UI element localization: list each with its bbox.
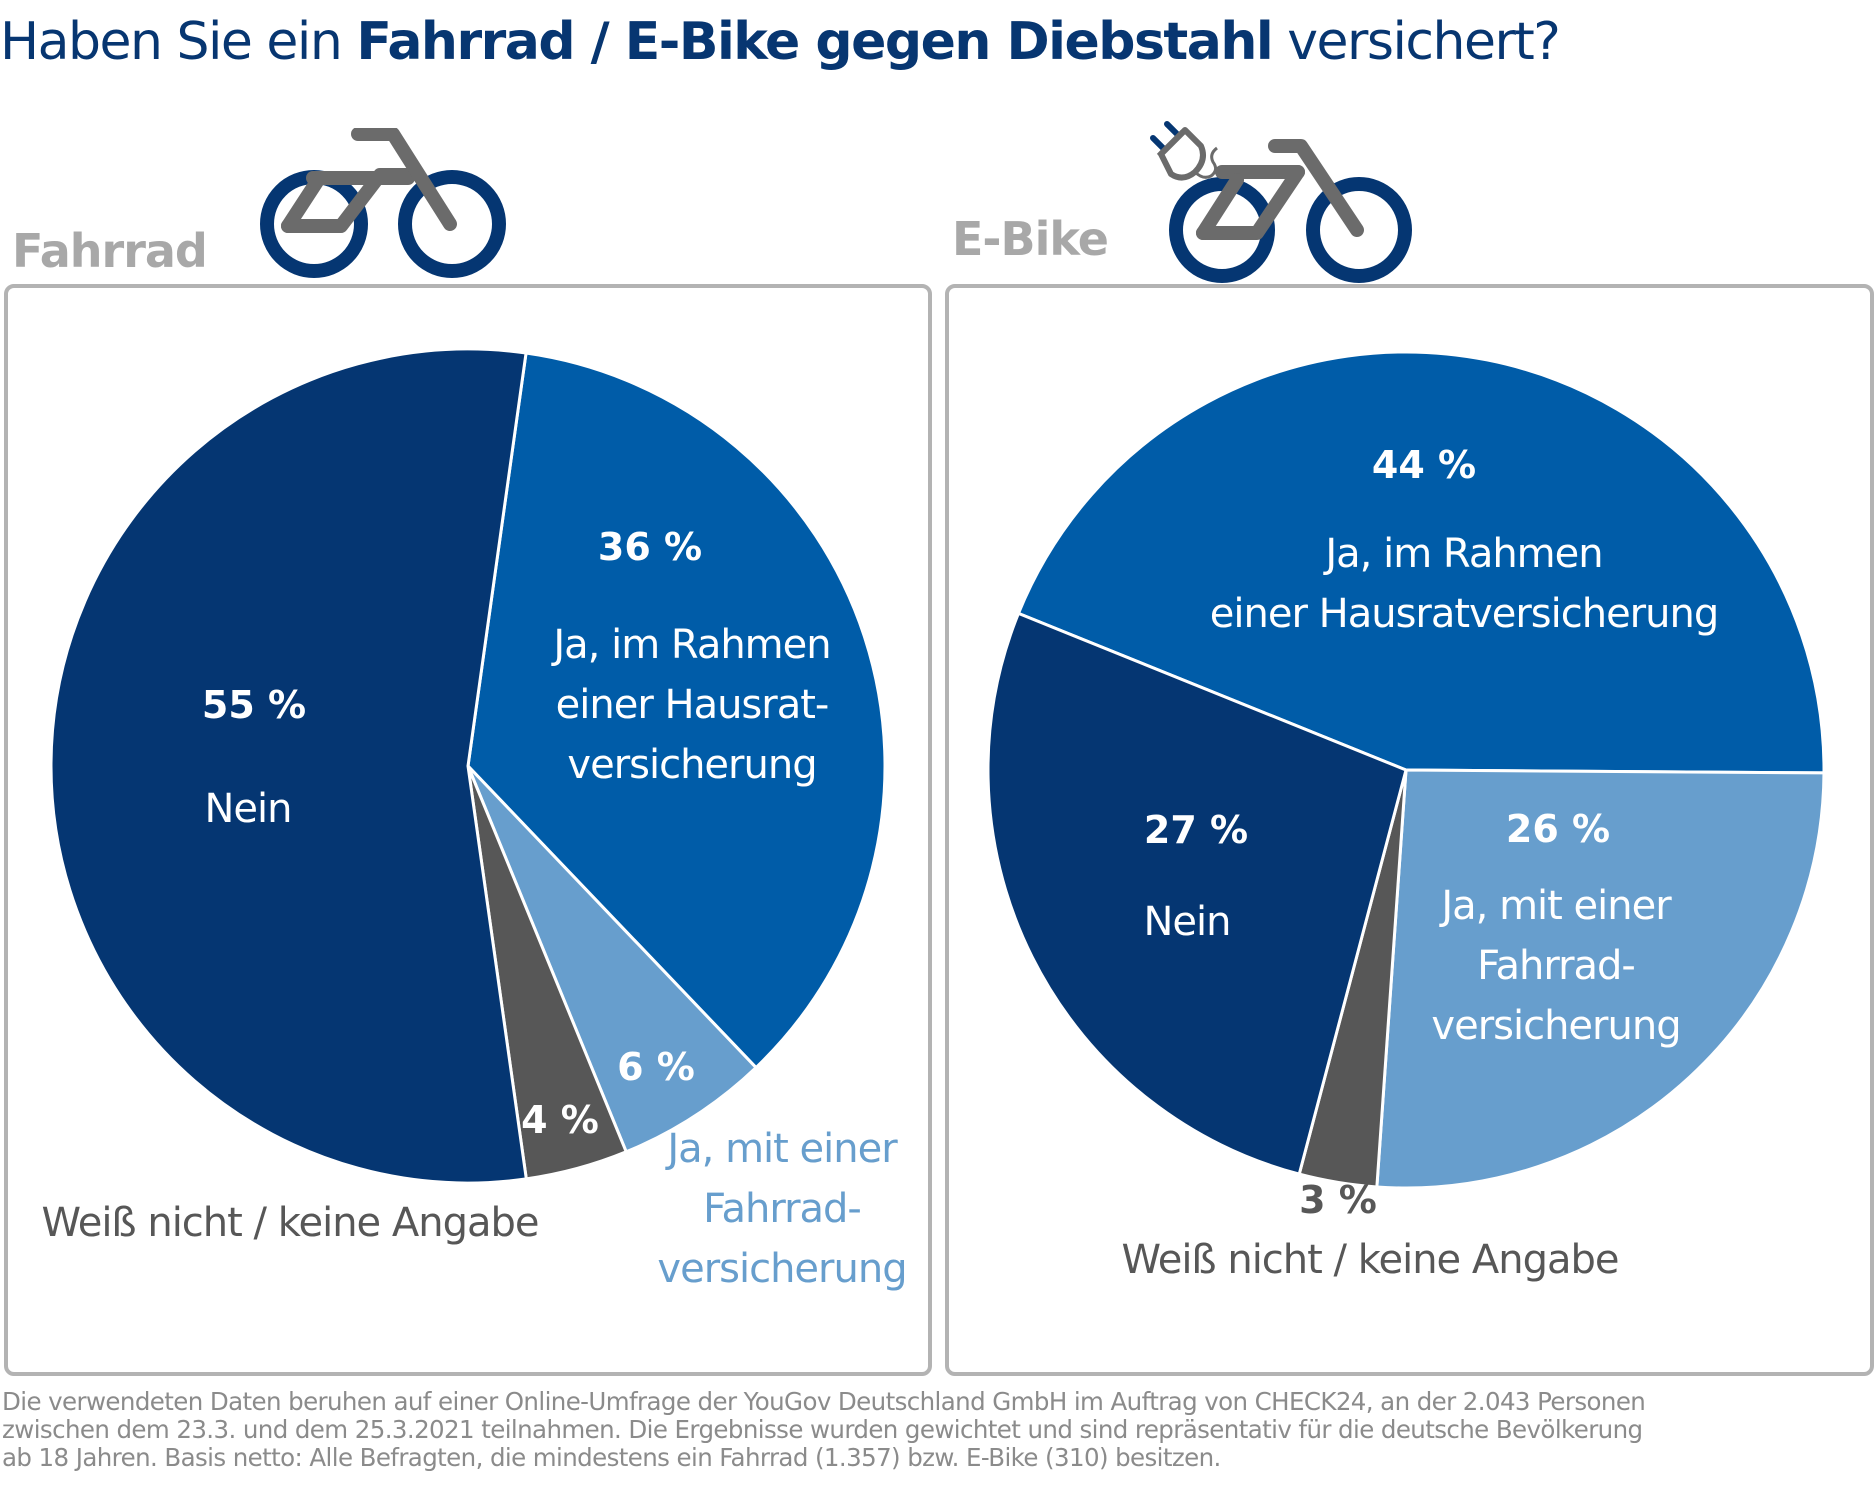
- data-label-hausrat: 36 %: [598, 525, 702, 569]
- pie-slice-fahrradversicherung: [466, 764, 758, 1154]
- category-label-fahrradversicherung: Ja, mit einer: [1438, 883, 1672, 929]
- category-label-hausrat: einer Hausratversicherung: [1210, 591, 1718, 637]
- pie-slice-fahrradversicherung: [1375, 768, 1826, 1190]
- title-prefix: Haben Sie ein: [0, 12, 357, 72]
- category-label-fahrradversicherung: Fahrrad-: [1477, 943, 1635, 989]
- panel-fahrrad: [4, 284, 932, 1376]
- category-label-hausrat: versicherung: [567, 742, 816, 788]
- category-label-fahrradversicherung: Ja, mit einer: [664, 1126, 898, 1172]
- pie-ebike: [986, 350, 1826, 1190]
- footnote-line: Die verwendeten Daten beruhen auf einer …: [2, 1387, 1646, 1416]
- category-label-nein: Nein: [205, 786, 292, 832]
- chart-title: Haben Sie ein Fahrrad / E-Bike gegen Die…: [0, 2, 1875, 82]
- pie-fahrrad: [49, 347, 887, 1185]
- data-label-nein: 55 %: [202, 683, 306, 727]
- ebike-rear-wheel: [1169, 177, 1275, 283]
- labels-fahrrad: 36 % Ja, im Rahmen einer Hausrat-versicher…: [42, 525, 908, 1292]
- bicycle-frame: [281, 128, 457, 233]
- labels-ebike: 44 % Ja, im Rahmen einer Hausratversicheru…: [1122, 443, 1720, 1283]
- category-label-fahrradversicherung: versicherung: [1431, 1003, 1680, 1049]
- bicycle-icon: [260, 128, 506, 278]
- data-label-hausrat: 44 %: [1372, 443, 1476, 487]
- panel-ebike: [945, 284, 1874, 1376]
- pie-slice-hausrat: [466, 351, 887, 1070]
- data-label-weiss-nicht: 3 %: [1299, 1178, 1377, 1222]
- category-label-hausrat: einer Hausrat-: [556, 682, 829, 728]
- electric-bicycle-icon: [1150, 121, 1412, 283]
- bicycle-front-wheel: [398, 170, 506, 278]
- panel-label-fahrrad: Fahrrad: [12, 224, 208, 278]
- data-label-fahrradversicherung: 6 %: [617, 1045, 695, 1089]
- category-label-hausrat: Ja, im Rahmen: [550, 622, 830, 668]
- data-label-weiss-nicht: 4 %: [521, 1098, 599, 1142]
- ebike-frame: [1196, 139, 1364, 240]
- pie-slice-nein: [986, 611, 1408, 1176]
- pie-slice-hausrat: [1016, 350, 1826, 775]
- footnote-line: zwischen dem 23.3. und dem 25.3.2021 tei…: [2, 1415, 1643, 1444]
- data-label-nein: 27 %: [1144, 808, 1248, 852]
- category-label-nein: Nein: [1144, 899, 1231, 945]
- category-label-weiss-nicht: Weiß nicht / keine Angabe: [1122, 1237, 1619, 1283]
- category-label-fahrradversicherung: versicherung: [657, 1246, 906, 1292]
- panel-label-ebike: E-Bike: [952, 212, 1109, 266]
- title-emphasis: Fahrrad / E-Bike gegen Diebstahl: [356, 12, 1273, 72]
- category-label-hausrat: Ja, im Rahmen: [1322, 531, 1602, 577]
- title-suffix: versichert?: [1272, 12, 1561, 72]
- category-label-fahrradversicherung: Fahrrad-: [703, 1186, 861, 1232]
- pie-slice-nein: [49, 347, 528, 1185]
- footnote-line: ab 18 Jahren. Basis netto: Alle Befragte…: [2, 1443, 1221, 1472]
- category-label-weiss-nicht: Weiß nicht / keine Angabe: [42, 1200, 539, 1246]
- ebike-front-wheel: [1306, 177, 1412, 283]
- footnote: Die verwendeten Daten beruhen auf einer …: [2, 1388, 1872, 1472]
- data-label-fahrradversicherung: 26 %: [1506, 807, 1610, 851]
